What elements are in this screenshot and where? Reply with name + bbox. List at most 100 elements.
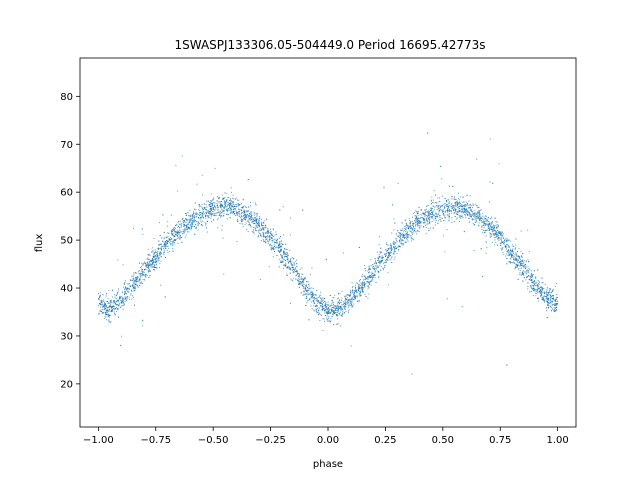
- data-point: [101, 309, 103, 311]
- data-point: [312, 294, 314, 296]
- data-point: [532, 284, 534, 286]
- data-point: [149, 261, 151, 263]
- data-point: [460, 210, 462, 212]
- data-point: [307, 281, 309, 283]
- data-point: [342, 304, 344, 306]
- data-point: [549, 294, 551, 296]
- data-point: [373, 268, 375, 270]
- data-point: [522, 271, 524, 273]
- data-point: [297, 273, 299, 275]
- data-point: [439, 201, 441, 203]
- data-point: [155, 251, 157, 253]
- data-point: [201, 212, 203, 214]
- data-point: [303, 283, 305, 285]
- data-point: [369, 268, 371, 270]
- data-point: [176, 237, 178, 239]
- data-point: [230, 211, 232, 213]
- data-point: [284, 259, 286, 261]
- data-point: [231, 201, 233, 203]
- data-point: [525, 270, 527, 272]
- data-point: [394, 256, 396, 258]
- data-point: [154, 251, 156, 253]
- data-point: [216, 200, 218, 202]
- data-point: [300, 283, 302, 285]
- data-point: [120, 295, 122, 297]
- data-point: [341, 308, 343, 310]
- data-point: [146, 258, 148, 260]
- data-point: [456, 203, 458, 205]
- data-point: [202, 209, 204, 211]
- data-point: [531, 279, 533, 281]
- data-point: [120, 297, 122, 299]
- data-point: [143, 279, 145, 281]
- data-point: [372, 263, 374, 265]
- data-point: [451, 198, 453, 200]
- data-point: [326, 306, 328, 308]
- data-point: [483, 221, 485, 223]
- data-point: [331, 309, 333, 311]
- data-point: [511, 250, 513, 252]
- data-point: [347, 310, 349, 312]
- data-point: [323, 302, 325, 304]
- data-point: [479, 213, 481, 215]
- data-point: [488, 223, 490, 225]
- data-point: [271, 237, 273, 239]
- data-point: [437, 197, 439, 199]
- data-point: [417, 222, 419, 224]
- data-point: [436, 205, 438, 207]
- data-point: [202, 220, 204, 222]
- data-point: [248, 217, 250, 219]
- data-point: [210, 193, 212, 195]
- data-point: [217, 207, 219, 209]
- data-point: [227, 207, 229, 209]
- data-point: [430, 208, 432, 210]
- data-point: [138, 272, 140, 274]
- data-point: [489, 236, 491, 238]
- data-point: [321, 309, 323, 311]
- data-point: [211, 212, 213, 214]
- data-point: [419, 222, 421, 224]
- data-point: [483, 222, 485, 224]
- data-point: [432, 227, 434, 229]
- data-point: [393, 241, 395, 243]
- data-point: [109, 316, 111, 318]
- data-point: [506, 239, 508, 241]
- data-point: [427, 210, 429, 212]
- data-point: [227, 201, 229, 203]
- data-point: [545, 298, 547, 300]
- data-point: [494, 234, 496, 236]
- data-point: [314, 297, 316, 299]
- data-point: [443, 208, 445, 210]
- data-point: [109, 301, 111, 303]
- data-point: [377, 258, 379, 260]
- data-point: [285, 243, 287, 245]
- data-point: [267, 230, 269, 232]
- data-point: [437, 220, 439, 222]
- data-point: [267, 232, 269, 234]
- data-point: [488, 227, 490, 229]
- data-point: [425, 226, 427, 228]
- data-point: [163, 242, 165, 244]
- data-point: [410, 221, 412, 223]
- data-point: [413, 225, 415, 227]
- data-point: [100, 301, 102, 303]
- data-point: [247, 210, 249, 212]
- data-point: [249, 224, 251, 226]
- data-point: [452, 206, 454, 208]
- data-point: [207, 215, 209, 217]
- data-point: [224, 204, 226, 206]
- data-point: [328, 320, 330, 322]
- data-point: [147, 261, 149, 263]
- data-point: [159, 243, 161, 245]
- data-point: [486, 219, 488, 221]
- data-point: [186, 218, 188, 220]
- data-point: [250, 216, 252, 218]
- data-point: [457, 192, 459, 194]
- data-point: [177, 222, 179, 224]
- data-point: [114, 314, 116, 316]
- data-point: [241, 218, 243, 220]
- data-point: [474, 221, 476, 223]
- data-point: [180, 223, 182, 225]
- data-point: [546, 293, 548, 295]
- data-point: [368, 283, 370, 285]
